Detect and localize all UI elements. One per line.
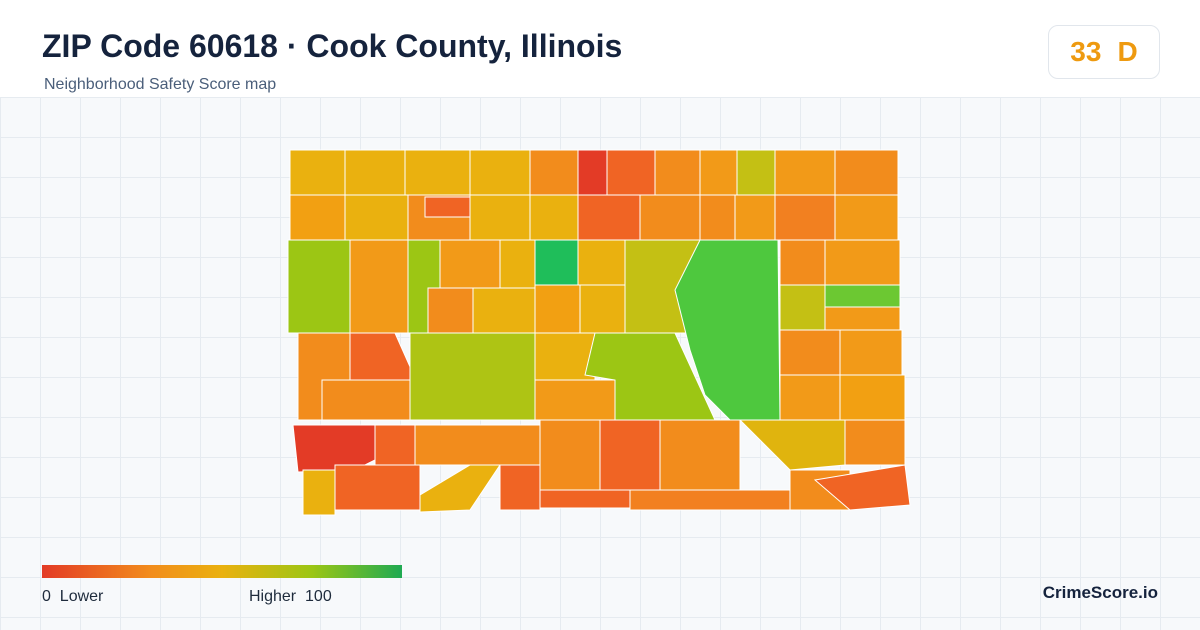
region — [534, 379, 616, 421]
region — [499, 239, 536, 289]
region — [529, 149, 579, 196]
region — [529, 194, 579, 241]
region — [344, 149, 406, 196]
region — [534, 284, 581, 334]
region — [779, 329, 841, 376]
score-grade: D — [1117, 36, 1138, 67]
region — [419, 464, 501, 513]
region — [659, 419, 741, 491]
region — [699, 149, 738, 196]
legend-max: 100 — [305, 588, 332, 605]
region — [499, 464, 541, 511]
legend-min-label: Lower — [59, 588, 104, 605]
region — [534, 239, 579, 286]
region — [629, 489, 801, 511]
region — [302, 469, 336, 516]
region — [321, 379, 416, 421]
region — [577, 194, 641, 241]
title: ZIP Code 60618 · Cook County, Illinois — [42, 28, 623, 64]
region — [844, 419, 906, 466]
region — [654, 149, 701, 196]
region — [824, 306, 901, 331]
region — [824, 284, 901, 308]
region — [738, 419, 846, 471]
region — [774, 194, 836, 241]
header: ZIP Code 60618 · Cook County, Illinois N… — [0, 0, 1200, 98]
region — [349, 239, 409, 334]
score-badge: 33 D — [1048, 25, 1160, 79]
region — [779, 374, 841, 421]
region — [469, 194, 531, 241]
region — [424, 196, 471, 218]
legend-min: 0 — [42, 588, 51, 605]
legend-low: 0 Lower — [42, 588, 103, 606]
legend-high: Higher 100 — [249, 588, 332, 606]
region — [834, 194, 899, 241]
region — [334, 464, 421, 511]
region — [824, 239, 901, 286]
region — [834, 149, 899, 196]
region — [674, 239, 781, 421]
region — [427, 287, 474, 334]
region — [539, 489, 631, 509]
brand: CrimeScore.io — [1042, 583, 1158, 602]
region — [534, 332, 596, 381]
score-value: 33 — [1070, 36, 1102, 67]
region — [774, 149, 836, 196]
legend-gradient — [42, 565, 402, 578]
region — [699, 194, 736, 241]
region — [469, 149, 531, 196]
region — [813, 464, 911, 511]
region — [606, 149, 656, 196]
region — [404, 149, 471, 196]
region — [289, 194, 346, 241]
region — [439, 239, 501, 289]
region — [779, 239, 826, 286]
region — [409, 332, 536, 421]
region — [734, 194, 776, 241]
region — [472, 287, 536, 334]
legend-max-label: Higher — [249, 588, 297, 605]
region — [374, 424, 416, 466]
region — [539, 419, 601, 491]
region — [736, 149, 776, 196]
region — [839, 374, 906, 421]
region — [639, 194, 701, 241]
region — [414, 424, 541, 466]
region — [289, 149, 346, 196]
subtitle: Neighborhood Safety Score map — [44, 76, 277, 93]
region — [599, 419, 661, 491]
region — [344, 194, 409, 241]
map-regions — [287, 149, 911, 516]
region — [577, 239, 626, 286]
region — [287, 239, 351, 334]
region — [349, 332, 416, 381]
region — [839, 329, 903, 376]
region — [577, 149, 608, 196]
region — [779, 284, 826, 331]
